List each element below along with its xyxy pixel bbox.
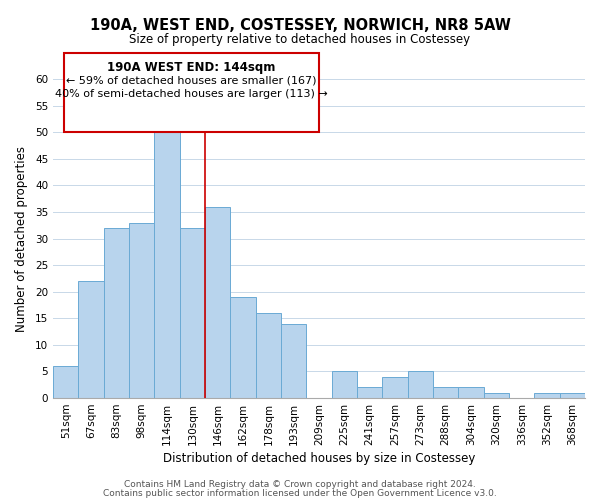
Bar [458,388,484,398]
Bar [154,132,180,398]
Text: 40% of semi-detached houses are larger (113) →: 40% of semi-detached houses are larger (… [55,89,328,99]
Bar [560,393,585,398]
Bar [104,228,129,398]
Bar [407,372,433,398]
Bar [256,313,281,398]
Bar [79,281,104,398]
Bar [53,366,79,398]
Bar [180,228,205,398]
Text: Contains HM Land Registry data © Crown copyright and database right 2024.: Contains HM Land Registry data © Crown c… [124,480,476,489]
FancyBboxPatch shape [64,54,319,132]
X-axis label: Distribution of detached houses by size in Costessey: Distribution of detached houses by size … [163,452,475,465]
Bar [230,297,256,398]
Bar [129,222,154,398]
Bar [382,377,407,398]
Text: ← 59% of detached houses are smaller (167): ← 59% of detached houses are smaller (16… [66,75,317,85]
Bar [205,206,230,398]
Bar [484,393,509,398]
Bar [535,393,560,398]
Bar [433,388,458,398]
Bar [332,372,357,398]
Bar [357,388,382,398]
Bar [281,324,307,398]
Y-axis label: Number of detached properties: Number of detached properties [15,146,28,332]
Text: Size of property relative to detached houses in Costessey: Size of property relative to detached ho… [130,32,470,46]
Text: 190A, WEST END, COSTESSEY, NORWICH, NR8 5AW: 190A, WEST END, COSTESSEY, NORWICH, NR8 … [89,18,511,32]
Text: Contains public sector information licensed under the Open Government Licence v3: Contains public sector information licen… [103,488,497,498]
Text: 190A WEST END: 144sqm: 190A WEST END: 144sqm [107,62,275,74]
